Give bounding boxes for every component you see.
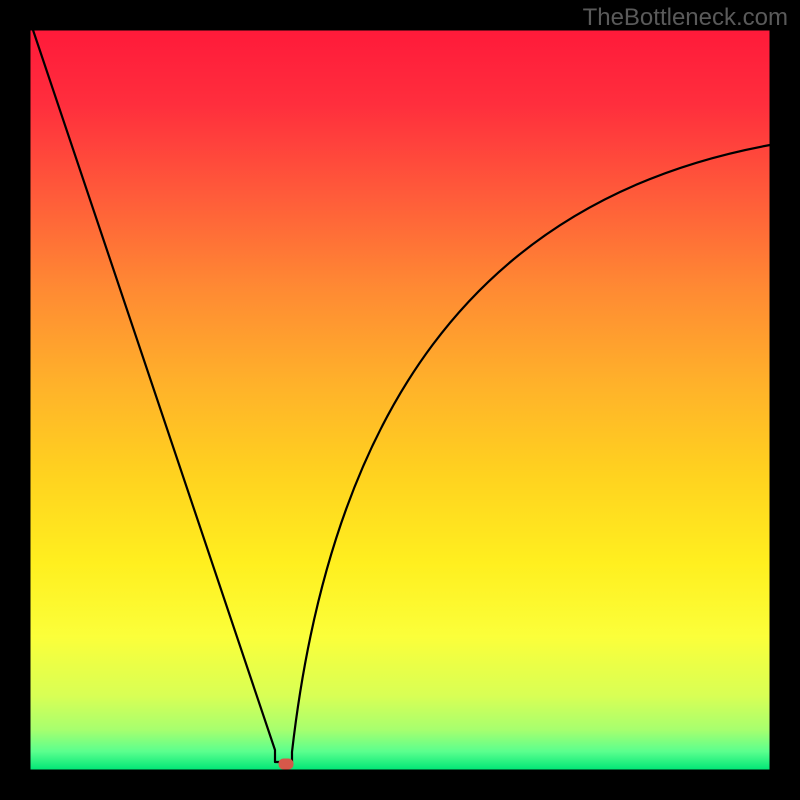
min-marker: [279, 759, 294, 770]
gradient-background: [30, 30, 770, 770]
chart-stage: TheBottleneck.com: [0, 0, 800, 800]
margin-right: [770, 0, 800, 800]
bottleneck-chart: [0, 0, 800, 800]
margin-bottom: [0, 770, 800, 800]
margin-left: [0, 0, 30, 800]
watermark-text: TheBottleneck.com: [583, 4, 788, 32]
